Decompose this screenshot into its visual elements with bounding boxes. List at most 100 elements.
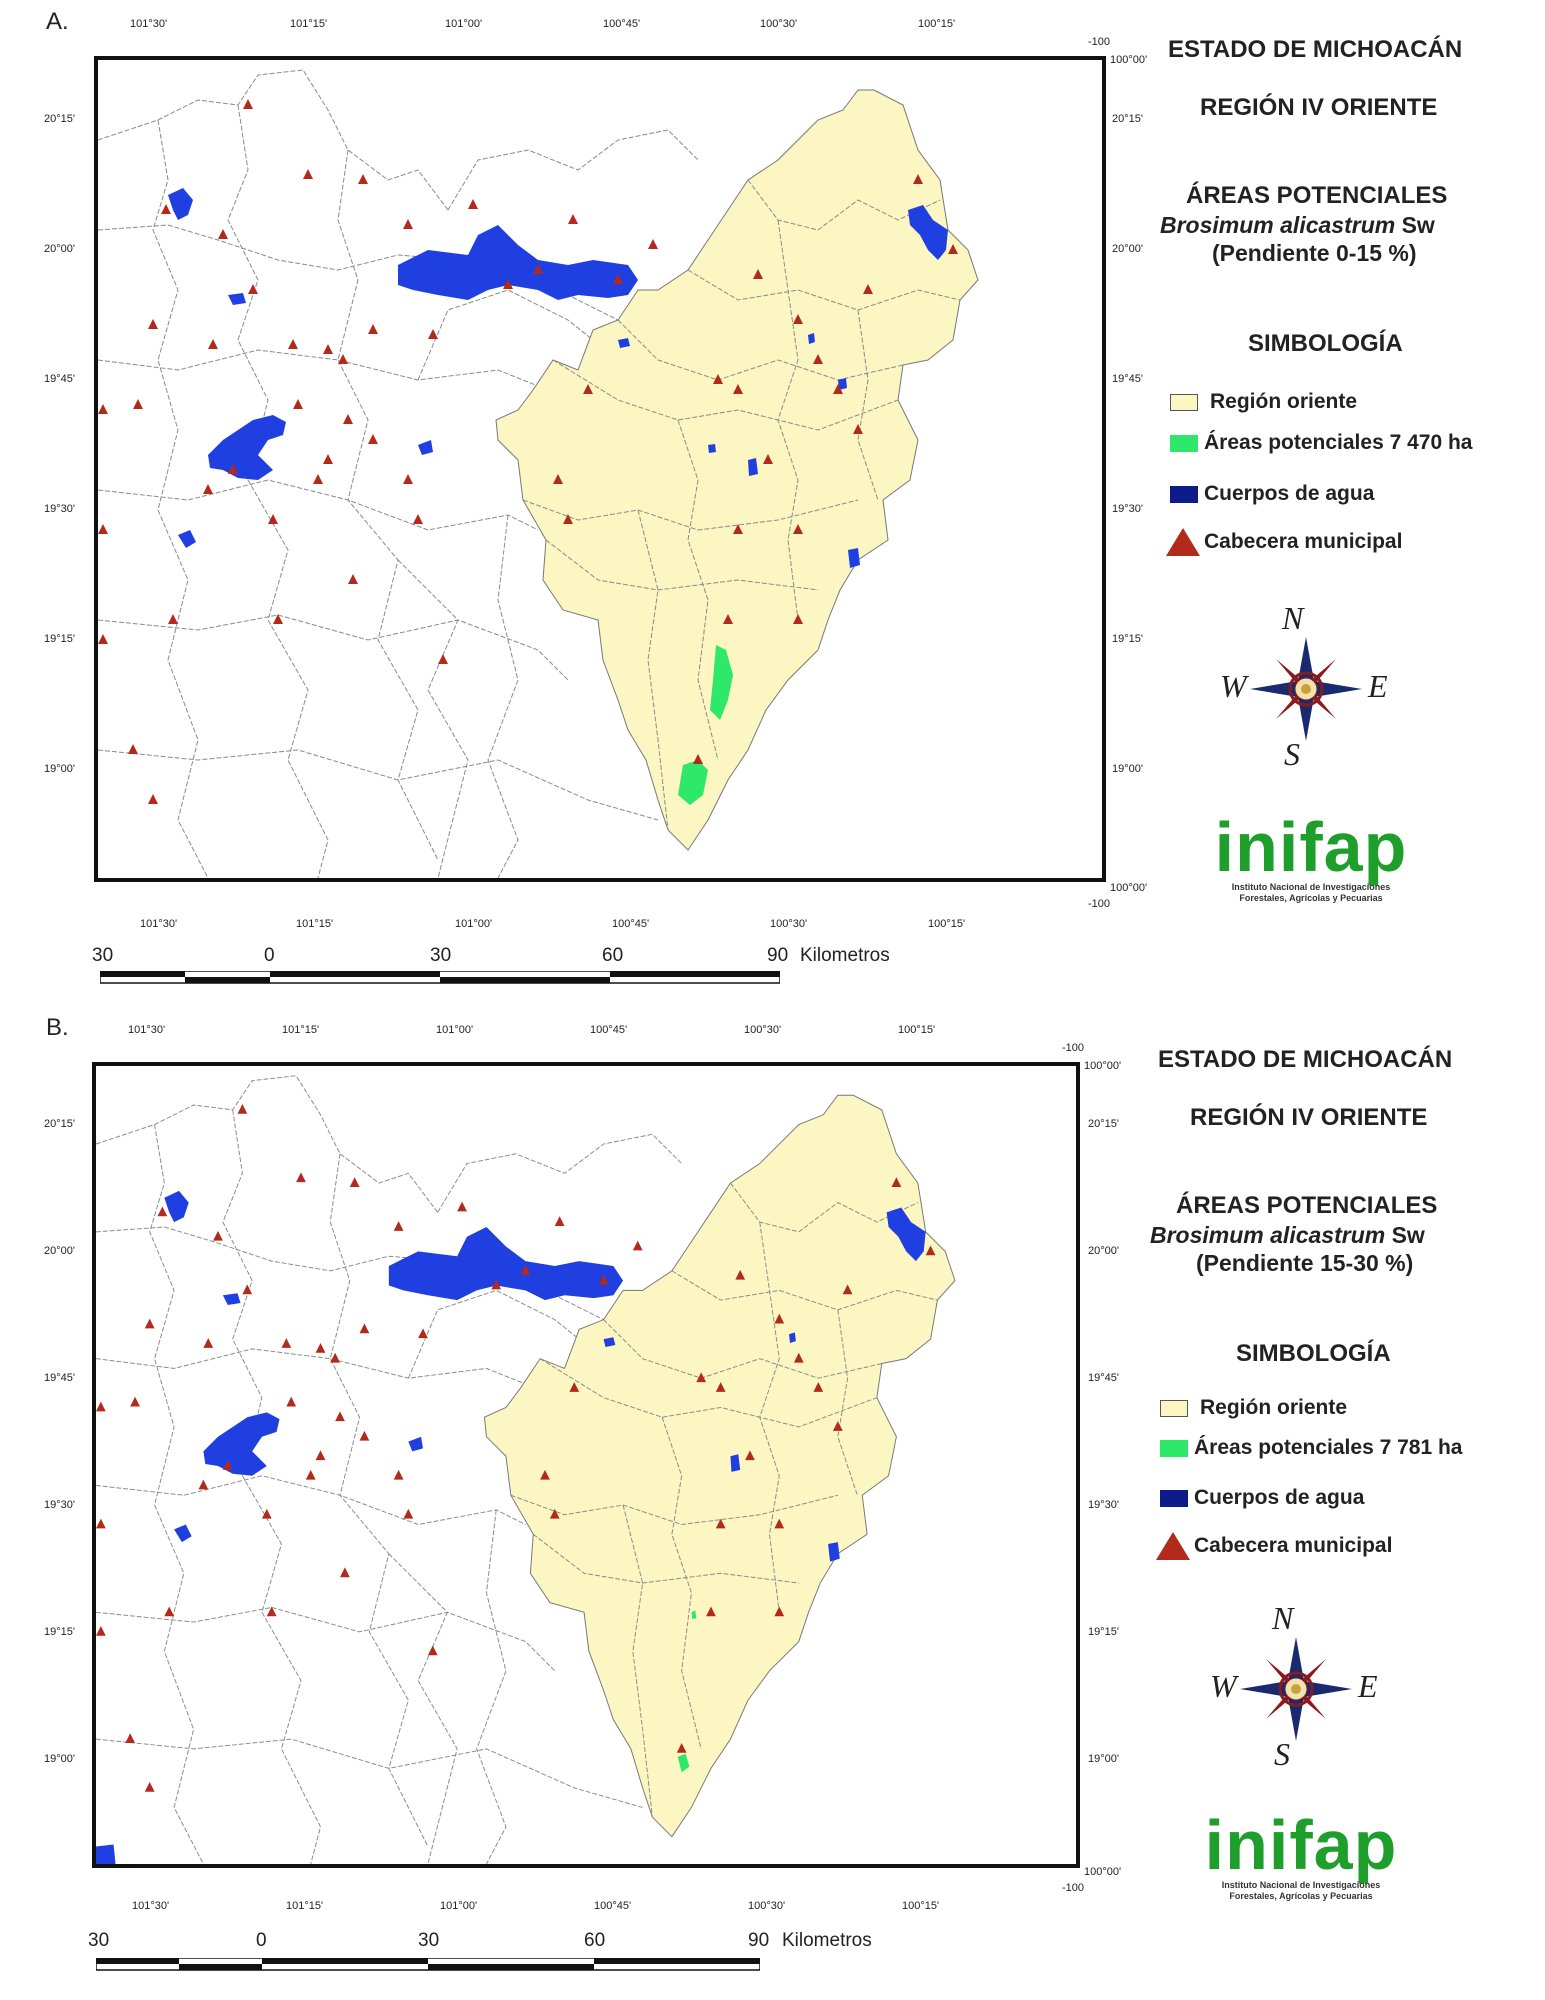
water-body	[886, 1207, 926, 1262]
municipal-seat-marker	[598, 1274, 609, 1285]
lon-label-bottom: 101°30'	[140, 918, 178, 930]
water-body	[398, 225, 638, 300]
municipal-seat-marker	[853, 424, 863, 434]
municipal-seat-marker	[305, 1469, 316, 1480]
municipal-seat-marker	[563, 514, 573, 524]
municipal-seat-marker	[359, 1430, 370, 1441]
lat-label-left: 19°45'	[44, 1372, 75, 1384]
water-body	[418, 440, 433, 455]
compass-rose: N S W E	[1220, 600, 1388, 772]
lon-label-bottom: 101°00'	[440, 1900, 478, 1912]
municipal-seat-marker	[338, 354, 348, 364]
compass-west: W	[1210, 1668, 1237, 1704]
water-body	[828, 1542, 840, 1562]
lon-label-bottom: 100°45'	[594, 1900, 632, 1912]
scale-label: 60	[602, 945, 624, 966]
slope-range: (Pendiente 15-30 %)	[1196, 1250, 1414, 1276]
municipal-seat-marker	[403, 474, 413, 484]
legend-item-water: Cuerpos de agua	[1160, 1486, 1364, 1510]
region-title: REGIÓN IV ORIENTE	[1190, 1104, 1428, 1131]
region-swatch	[1170, 393, 1198, 411]
water-body	[908, 205, 948, 260]
scale-label: 30	[418, 1930, 440, 1951]
legend-item-potential: Áreas potenciales 7 781 ha	[1160, 1436, 1462, 1460]
municipal-seat-marker	[130, 1396, 140, 1407]
compass-star-icon	[1250, 637, 1362, 741]
region-oriente-area	[483, 1094, 956, 1838]
municipal-seat-marker	[266, 1606, 277, 1617]
water-body	[222, 1293, 241, 1306]
legend-label: Región oriente	[1200, 1396, 1348, 1419]
lat-label-left: 20°15'	[44, 113, 75, 125]
logo-line1: Instituto Nacional de Investigaciones	[1231, 882, 1391, 892]
municipal-seat-marker	[368, 434, 378, 444]
legend-label: Cuerpos de agua	[1204, 482, 1375, 505]
corner-value-top: -100	[1088, 36, 1111, 48]
lat-label-left: 19°15'	[44, 633, 75, 645]
municipal-seat-marker	[198, 1479, 209, 1490]
municipal-seat-marker	[148, 794, 158, 804]
legend-item-water: Cuerpos de agua	[1170, 482, 1374, 506]
logo-line2: Forestales, Agrícolas y Pecuarias	[1239, 893, 1383, 903]
municipal-seat-marker	[148, 319, 158, 329]
compass-south: S	[1284, 736, 1300, 772]
potential-area	[691, 1610, 697, 1620]
municipal-seat-marker	[96, 1401, 106, 1412]
municipal-seat-marker	[549, 1508, 560, 1519]
potential-area	[710, 645, 733, 720]
lon-label-bottom: 100°45'	[612, 918, 650, 930]
region-title: REGIÓN IV ORIENTE	[1200, 94, 1438, 121]
corner-label-top: 100°00'	[1084, 1060, 1122, 1072]
water-body	[708, 444, 716, 453]
municipal-seat-marker	[203, 484, 213, 494]
legend-label: Región oriente	[1210, 390, 1358, 413]
legend-title: SIMBOLOGÍA	[1248, 330, 1403, 357]
lat-label-left: 19°00'	[44, 1753, 75, 1765]
scale-bar: 30 0 30 60 90 Kilometros	[88, 1930, 872, 1980]
municipal-seat-marker	[713, 374, 723, 384]
lat-label-right: 19°30'	[1112, 503, 1143, 515]
water-swatch	[1170, 485, 1198, 503]
lon-label-bottom: 100°30'	[770, 918, 808, 930]
municipal-seat-marker	[648, 239, 658, 249]
species-author: Sw	[1401, 212, 1435, 238]
municipal-seat-marker	[403, 1508, 414, 1519]
legend-label: Áreas potenciales 7 781 ha	[1194, 1436, 1463, 1459]
map-frame	[94, 56, 1106, 882]
water-body	[174, 1524, 192, 1543]
scale-label: 30	[92, 945, 114, 966]
municipal-seat-marker	[273, 614, 283, 624]
municipal-seat-marker	[98, 524, 108, 534]
species-italic: Brosimum alicastrum	[1160, 212, 1396, 238]
water-body	[808, 333, 815, 344]
municipal-seat-marker	[733, 524, 743, 534]
scale-label: 0	[256, 1930, 267, 1951]
municipal-seat-marker	[793, 614, 803, 624]
lon-label-bottom: 100°15'	[928, 918, 966, 930]
lat-label-left: 20°00'	[44, 1245, 75, 1257]
municipal-seat-marker	[715, 1382, 726, 1392]
seat-triangle-icon	[1156, 1532, 1190, 1560]
compass-star-icon	[1240, 1637, 1352, 1741]
map-frame	[92, 1062, 1080, 1868]
municipal-seat-marker	[842, 1284, 853, 1295]
municipal-seat-marker	[891, 1177, 902, 1187]
municipal-seat-marker	[218, 229, 228, 239]
municipal-seat-marker	[553, 474, 563, 484]
municipal-seat-marker	[293, 399, 303, 409]
municipal-seat-marker	[763, 454, 773, 464]
lon-label-bottom: 100°15'	[902, 1900, 940, 1912]
lat-label-right: 19°15'	[1088, 1626, 1119, 1638]
municipal-seat-marker	[133, 399, 143, 409]
lat-label-right: 20°00'	[1088, 1245, 1119, 1257]
water-body	[164, 1190, 189, 1223]
legend-title: SIMBOLOGÍA	[1236, 1340, 1391, 1367]
legend-item-seat: Cabecera municipal	[1166, 528, 1402, 556]
municipal-seat-marker	[348, 574, 358, 584]
municipal-seat-marker	[540, 1469, 550, 1480]
areas-title: ÁREAS POTENCIALES	[1176, 1192, 1438, 1219]
water-body	[848, 548, 860, 568]
municipal-seat-marker	[349, 1177, 360, 1187]
legend-label: Áreas potenciales 7 470 ha	[1204, 431, 1473, 454]
legend-label: Cabecera municipal	[1204, 530, 1403, 553]
